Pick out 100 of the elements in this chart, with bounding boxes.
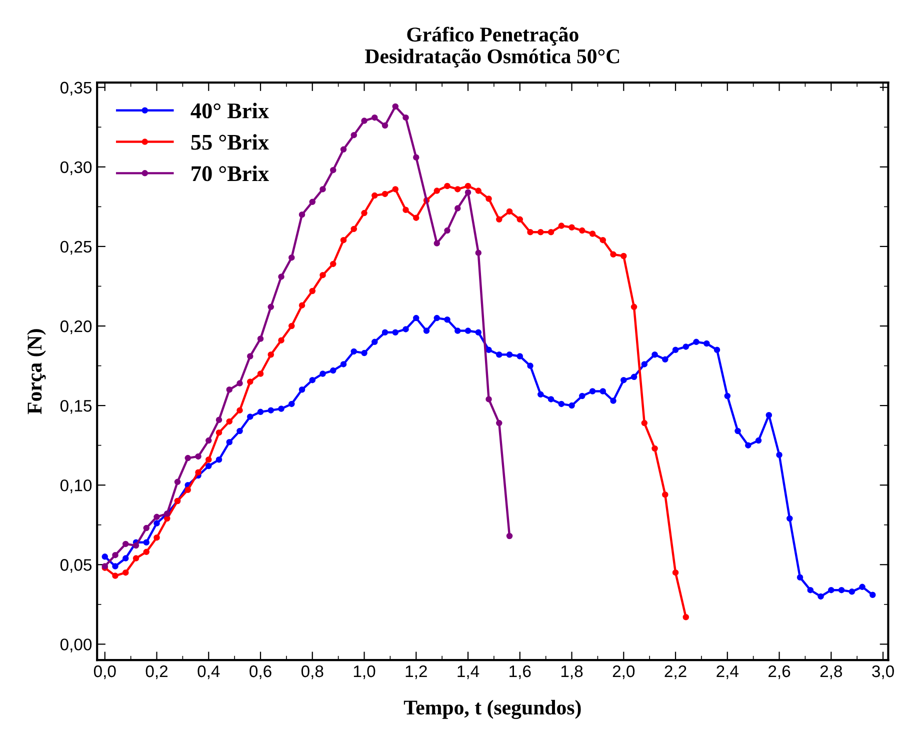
point — [206, 456, 212, 463]
point — [184, 486, 191, 493]
point — [309, 288, 316, 294]
point — [413, 154, 420, 160]
point — [361, 118, 368, 124]
point — [652, 445, 658, 452]
point — [309, 198, 316, 206]
point — [402, 114, 409, 121]
y-tick-label: 0,15 — [60, 400, 92, 414]
point — [257, 336, 264, 342]
legend-label: 70 °Brix — [192, 166, 269, 182]
point — [164, 515, 170, 522]
x-tick-label: 1,6 — [510, 665, 531, 680]
point — [320, 272, 326, 278]
point — [402, 206, 409, 213]
point — [122, 569, 129, 576]
point — [486, 196, 492, 202]
y-tick-label: 0,10 — [60, 479, 92, 494]
point — [682, 614, 690, 620]
chart-title: Gráfico Penetração Desidratação Osmótica 50°C — [365, 26, 620, 68]
point — [330, 166, 336, 174]
point — [382, 122, 388, 129]
point — [143, 524, 150, 532]
point — [413, 214, 420, 221]
y-tick-label: 0,20 — [60, 320, 92, 334]
point — [641, 420, 648, 426]
point — [268, 352, 274, 358]
point — [464, 182, 472, 190]
point — [372, 192, 378, 199]
point — [372, 114, 378, 121]
x-tick-label: 0,4 — [198, 665, 220, 680]
x-tick-label: 3,0 — [872, 665, 894, 680]
x-tick-label: 2,2 — [664, 665, 686, 680]
point — [174, 478, 181, 486]
x-tick-label: 2,6 — [768, 665, 790, 680]
point — [350, 226, 358, 232]
point — [340, 236, 347, 244]
point — [600, 236, 606, 244]
point — [392, 103, 399, 110]
x-tick-label: 0,6 — [250, 665, 272, 680]
x-tick-label: 2,0 — [612, 665, 635, 680]
point — [112, 552, 118, 558]
point — [506, 208, 513, 215]
point — [434, 240, 440, 246]
x-tick-label: 1,2 — [406, 665, 427, 680]
x-tick-label: 1,8 — [561, 665, 583, 680]
point — [444, 227, 450, 234]
point — [236, 380, 243, 386]
point — [568, 224, 575, 230]
point — [340, 146, 347, 153]
point — [226, 386, 233, 393]
point — [154, 534, 160, 541]
point — [589, 230, 596, 237]
point — [112, 572, 118, 579]
point — [579, 227, 586, 234]
point — [268, 304, 274, 310]
legend-label: 55 °Brix — [191, 134, 269, 150]
point — [464, 189, 472, 196]
x-tick-label: 0,8 — [301, 665, 324, 680]
point — [392, 186, 399, 192]
point — [558, 222, 565, 229]
point — [184, 454, 191, 462]
point — [132, 555, 140, 562]
y-tick-label: 0,35 — [60, 82, 92, 96]
point — [195, 469, 202, 476]
x-tick-label: 2,4 — [716, 665, 738, 680]
point — [496, 420, 502, 426]
point — [486, 396, 492, 402]
point — [434, 188, 440, 194]
point — [122, 540, 129, 548]
point — [298, 212, 306, 218]
y-tick-label: 0,00 — [60, 638, 92, 652]
point — [444, 182, 450, 190]
point — [226, 418, 233, 425]
point — [475, 250, 482, 256]
point — [516, 216, 524, 223]
point — [361, 210, 368, 216]
x-tick-label: 0,0 — [94, 665, 116, 680]
point — [132, 542, 140, 549]
point — [620, 252, 627, 260]
point — [247, 353, 254, 360]
point — [538, 229, 544, 236]
x-tick-label: 2,8 — [820, 665, 842, 680]
point — [527, 229, 534, 236]
point — [206, 437, 212, 444]
point — [278, 274, 284, 280]
point — [548, 229, 554, 236]
y-tick-label: 0,05 — [60, 559, 92, 573]
y-tick-label: 0,30 — [60, 161, 92, 176]
y-axis-title: Força (N) — [27, 329, 46, 414]
y-tick-label: 0,25 — [60, 240, 92, 255]
point — [154, 514, 160, 520]
point — [506, 532, 513, 540]
point — [610, 251, 616, 258]
point — [195, 453, 202, 460]
point — [247, 378, 254, 385]
point — [454, 186, 461, 192]
point — [350, 132, 358, 138]
point — [288, 322, 295, 330]
point — [475, 188, 482, 194]
